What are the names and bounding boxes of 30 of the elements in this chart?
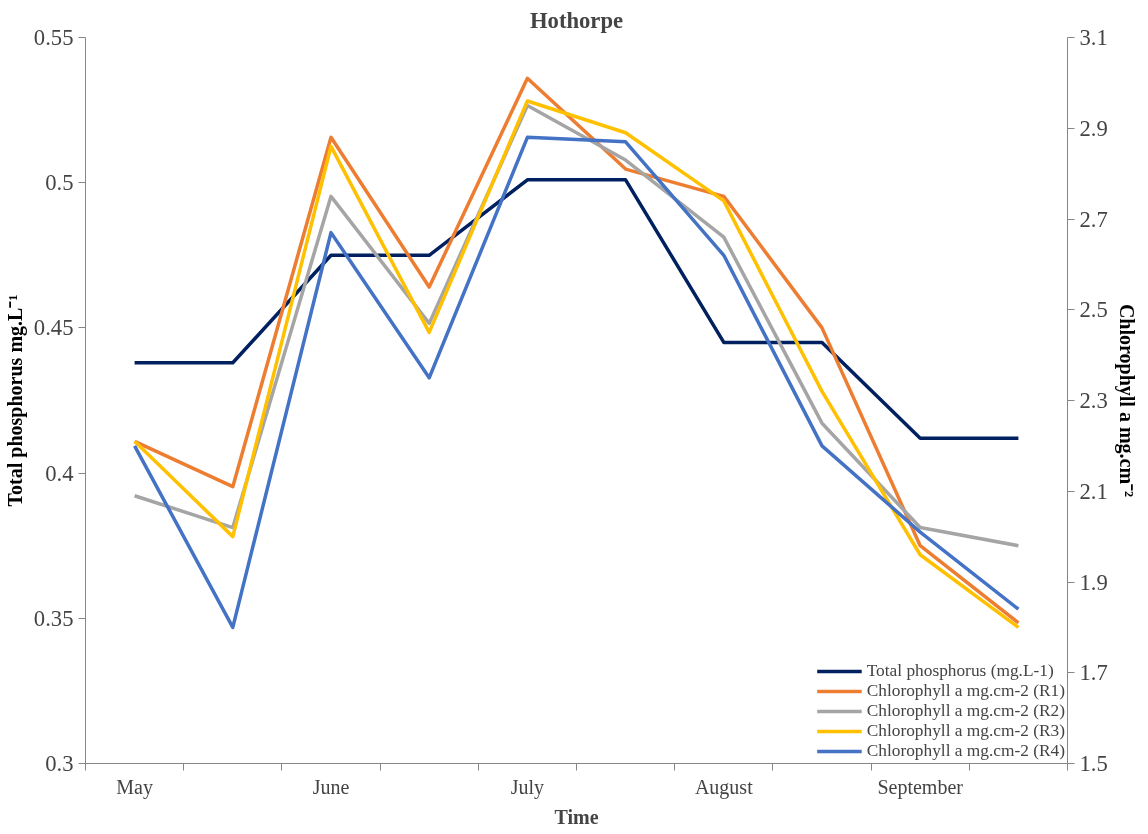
x-tick-label: July: [510, 775, 545, 799]
y2-tick-label: 1.7: [1079, 660, 1108, 686]
legend-label: Chlorophyll a mg.cm-2 (R3): [866, 721, 1065, 741]
x-tick-label: September: [877, 775, 964, 799]
y-tick-label: 0.35: [33, 605, 74, 631]
x-tick-label: August: [694, 775, 754, 799]
y-tick-label: 0.4: [45, 460, 74, 486]
y2-tick-label: 2.1: [1079, 478, 1108, 504]
y-tick-label: 0.5: [45, 170, 74, 196]
legend-label: Chlorophyll a mg.cm-2 (R1): [866, 681, 1065, 701]
y2-axis-title: Chlorophyll a mg.cm⁻²: [1114, 303, 1138, 498]
y2-tick-label: 1.5: [1079, 751, 1108, 776]
legend-label: Total phosphorus (mg.L-1): [866, 661, 1054, 681]
legend-label: Chlorophyll a mg.cm-2 (R2): [866, 701, 1065, 721]
y-tick-label: 0.45: [33, 315, 74, 341]
y2-tick-label: 3.1: [1079, 25, 1108, 50]
y2-tick-label: 1.9: [1079, 569, 1108, 595]
x-axis-title: Time: [554, 805, 599, 828]
y-tick-label: 0.55: [33, 25, 74, 50]
y2-tick-label: 2.7: [1079, 206, 1108, 232]
chart-title: Hothorpe: [529, 7, 624, 33]
y2-tick-label: 2.5: [1079, 297, 1108, 323]
y2-tick-label: 2.3: [1079, 388, 1108, 413]
x-tick-label: May: [116, 775, 153, 799]
x-tick-label: June: [312, 775, 350, 798]
y2-tick-label: 2.9: [1079, 115, 1108, 141]
y-tick-label: 0.3: [45, 751, 74, 776]
line-series: [132, 178, 1021, 440]
legend-label: Chlorophyll a mg.cm-2 (R4): [866, 741, 1065, 761]
y-axis-title: Total phosphorus mg.L⁻¹: [3, 294, 27, 507]
